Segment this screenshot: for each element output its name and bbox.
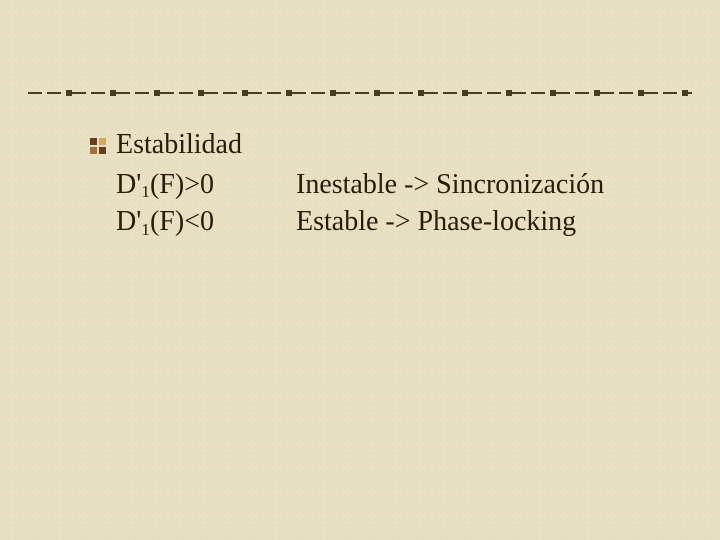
description: Estable -> Phase-locking [296, 203, 576, 241]
sym-phi: F [159, 206, 175, 237]
subscript: 1 [141, 182, 150, 201]
separator-svg [28, 90, 692, 96]
rows-block: D'1(F)>0 Inestable -> Sincronización D'1… [116, 166, 680, 242]
open-paren: ( [150, 169, 159, 200]
close-and-compare: )<0 [175, 206, 214, 237]
content-block: Estabilidad D'1(F)>0 Inestable -> Sincro… [90, 128, 680, 241]
slide: Estabilidad D'1(F)>0 Inestable -> Sincro… [0, 0, 720, 540]
open-paren: ( [150, 206, 159, 237]
expression: D'1(F)>0 [116, 166, 296, 204]
subscript: 1 [141, 220, 150, 239]
sym-delta: D [116, 206, 136, 237]
stability-row: D'1(F)>0 Inestable -> Sincronización [116, 166, 680, 204]
sym-delta: D [116, 169, 136, 200]
heading-row: Estabilidad [90, 128, 680, 162]
description: Inestable -> Sincronización [296, 166, 604, 204]
separator-line [28, 90, 692, 96]
sym-phi: F [159, 169, 175, 200]
expression: D'1(F)<0 [116, 203, 296, 241]
four-square-bullet-icon [90, 138, 106, 154]
close-and-compare: )>0 [175, 169, 214, 200]
heading-text: Estabilidad [116, 128, 242, 162]
stability-row: D'1(F)<0 Estable -> Phase-locking [116, 203, 680, 241]
